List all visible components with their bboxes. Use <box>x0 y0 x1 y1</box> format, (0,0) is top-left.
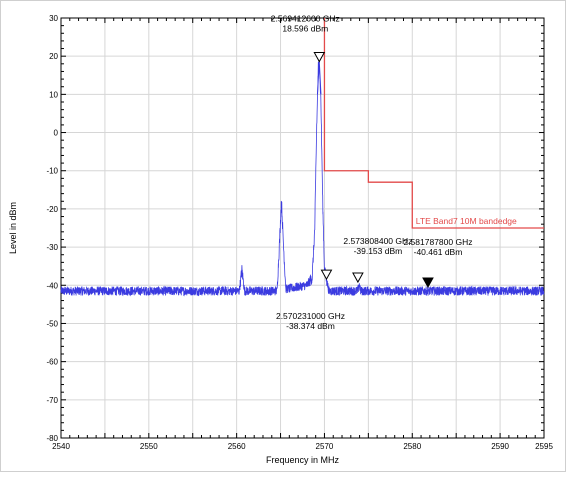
limit-line-label: LTE Band7 10M bandedge <box>416 216 517 226</box>
x-tick-label: 2590 <box>491 442 509 451</box>
x-tick-label: 2560 <box>228 442 246 451</box>
y-tick-label: 20 <box>49 52 58 61</box>
marker-frequency-label: 2.570231000 GHz <box>276 311 345 321</box>
x-tick-label: 2540 <box>52 442 70 451</box>
y-tick-label: 30 <box>49 14 58 23</box>
x-axis-label: Frequency in MHz <box>266 455 340 465</box>
marker-level-label: -40.461 dBm <box>414 247 463 257</box>
x-tick-label: 2570 <box>316 442 334 451</box>
limit-line <box>323 18 544 229</box>
marker-frequency-label: 2.569412600 GHz <box>271 14 340 24</box>
marker-triangle <box>422 277 434 289</box>
marker-triangle <box>313 52 326 63</box>
marker-level-label: 18.596 dBm <box>282 24 328 34</box>
y-tick-label: -10 <box>46 167 58 176</box>
y-tick-label: -20 <box>46 205 58 214</box>
y-tick-label: -50 <box>46 319 58 328</box>
y-tick-label: -40 <box>46 281 58 290</box>
marker-level-label: -39.153 dBm <box>354 246 403 256</box>
marker-frequency-label: 2.581787800 GHz <box>403 237 472 247</box>
axis-ticks <box>60 17 545 439</box>
y-tick-label: -60 <box>46 358 58 367</box>
y-tick-label: -80 <box>46 434 58 443</box>
y-tick-label: 10 <box>49 90 58 99</box>
y-tick-label: -30 <box>46 243 58 252</box>
y-tick-label: -70 <box>46 396 58 405</box>
marker-frequency-label: 2.573808400 GHz <box>343 236 412 246</box>
marker-triangle <box>352 272 364 284</box>
y-axis-label: Level in dBm <box>8 202 18 254</box>
x-tick-label: 2595 <box>535 442 553 451</box>
x-tick-label: 2550 <box>140 442 158 451</box>
trace-line <box>60 60 545 297</box>
x-tick-label: 2580 <box>403 442 421 451</box>
marker-triangle <box>320 269 333 281</box>
limit-line-group: LTE Band7 10M bandedge <box>323 18 544 229</box>
marker-level-label: -38.374 dBm <box>286 321 335 331</box>
y-tick-label: 0 <box>54 129 59 138</box>
